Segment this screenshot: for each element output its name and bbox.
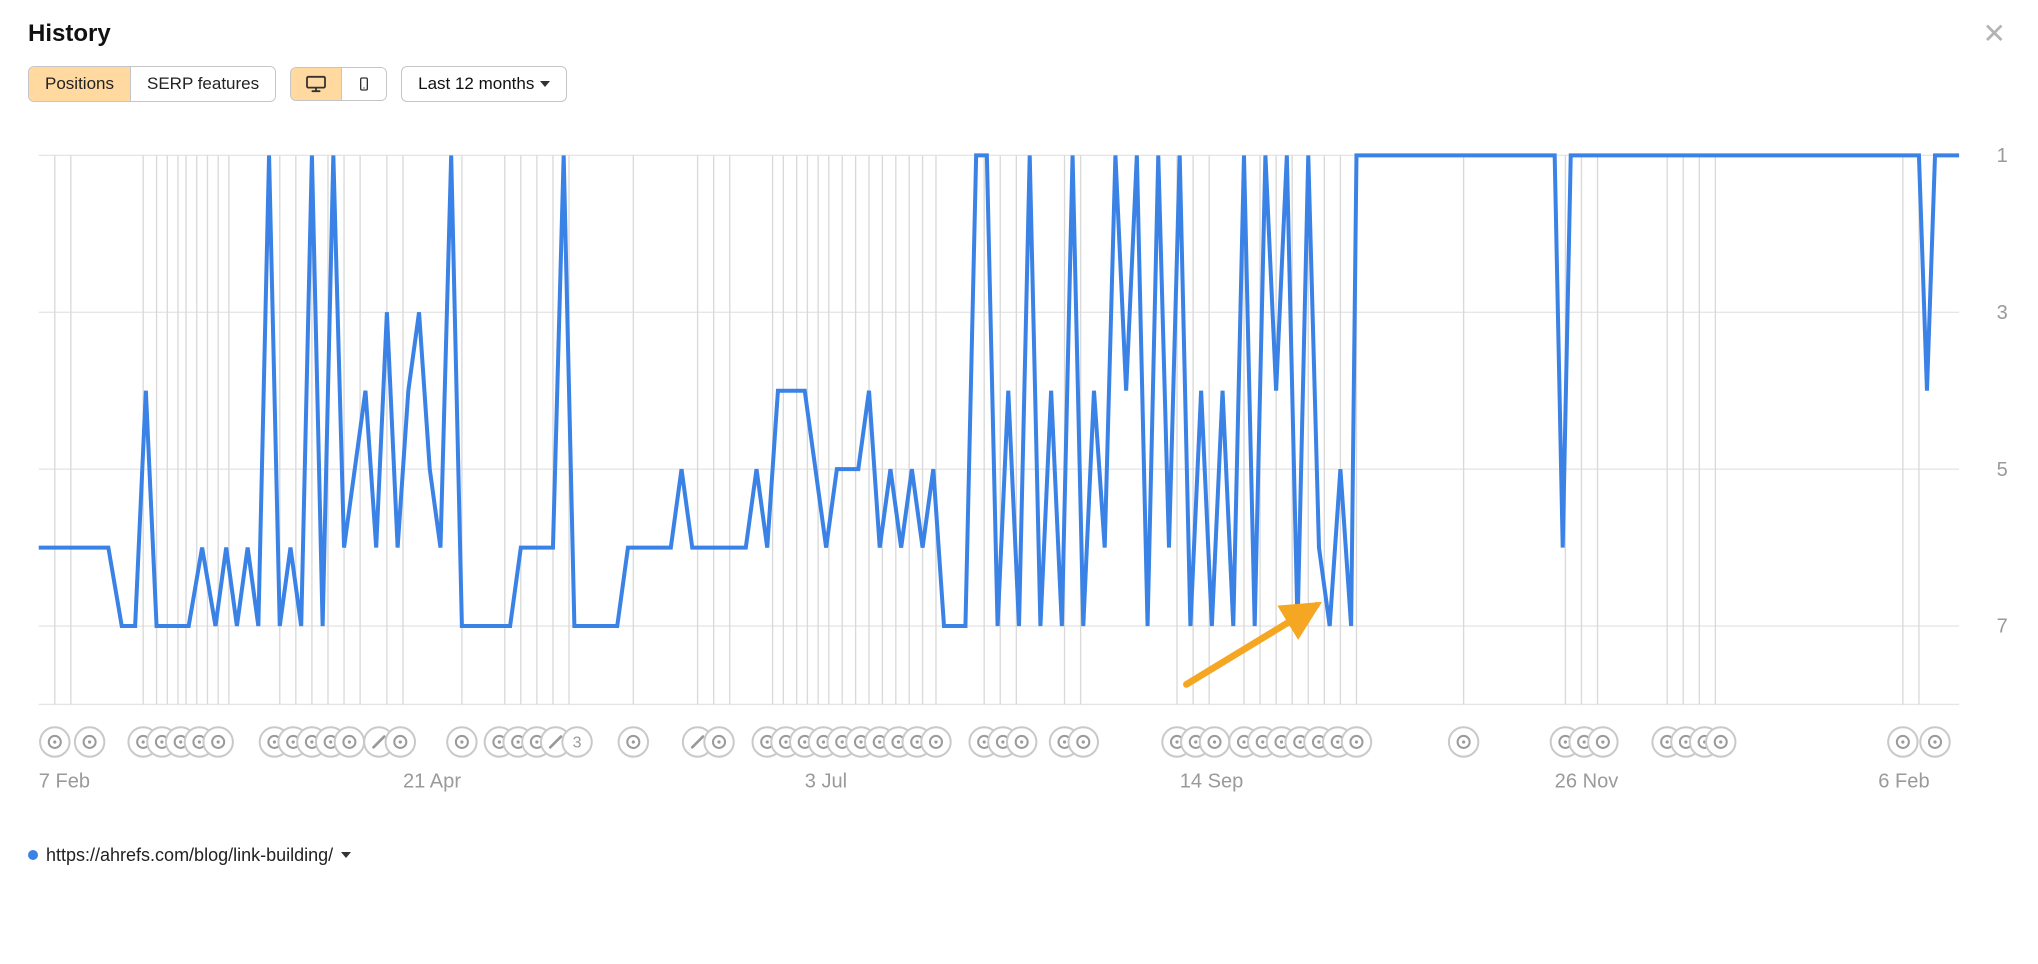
tab-serp-features[interactable]: SERP features xyxy=(131,67,275,101)
position-history-chart: 1 3 5 7 3 7 Feb 21 Apr 3 Jul 14 Sep 26 Nov 6 Feb xyxy=(28,142,2010,817)
svg-text:6 Feb: 6 Feb xyxy=(1878,770,1929,792)
chevron-down-icon xyxy=(540,81,550,87)
legend-dot-icon xyxy=(28,850,38,860)
close-button[interactable]: ✕ xyxy=(1979,20,2010,48)
legend-url: https://ahrefs.com/blog/link-building/ xyxy=(46,845,333,866)
device-mobile-button[interactable] xyxy=(342,68,386,100)
desktop-icon xyxy=(305,75,327,93)
legend-item[interactable]: https://ahrefs.com/blog/link-building/ xyxy=(28,845,2010,866)
mobile-icon xyxy=(356,75,372,93)
svg-text:21 Apr: 21 Apr xyxy=(403,770,461,792)
chevron-down-icon xyxy=(341,852,351,858)
svg-text:7 Feb: 7 Feb xyxy=(39,770,90,792)
toolbar: Positions SERP features Last 12 months xyxy=(28,66,2010,102)
svg-text:7: 7 xyxy=(1997,616,2008,638)
svg-text:1: 1 xyxy=(1997,145,2008,167)
date-range-dropdown[interactable]: Last 12 months xyxy=(401,66,567,102)
device-toggle-group xyxy=(290,67,387,101)
view-toggle-group: Positions SERP features xyxy=(28,66,276,102)
svg-text:3: 3 xyxy=(1997,302,2008,324)
svg-text:14 Sep: 14 Sep xyxy=(1180,770,1244,792)
svg-text:5: 5 xyxy=(1997,459,2008,481)
page-title: History xyxy=(28,20,111,48)
svg-text:26 Nov: 26 Nov xyxy=(1555,770,1619,792)
svg-text:3 Jul: 3 Jul xyxy=(805,770,847,792)
svg-text:3: 3 xyxy=(573,733,582,751)
device-desktop-button[interactable] xyxy=(291,68,342,100)
date-range-label: Last 12 months xyxy=(418,74,534,94)
tab-positions[interactable]: Positions xyxy=(29,67,131,101)
